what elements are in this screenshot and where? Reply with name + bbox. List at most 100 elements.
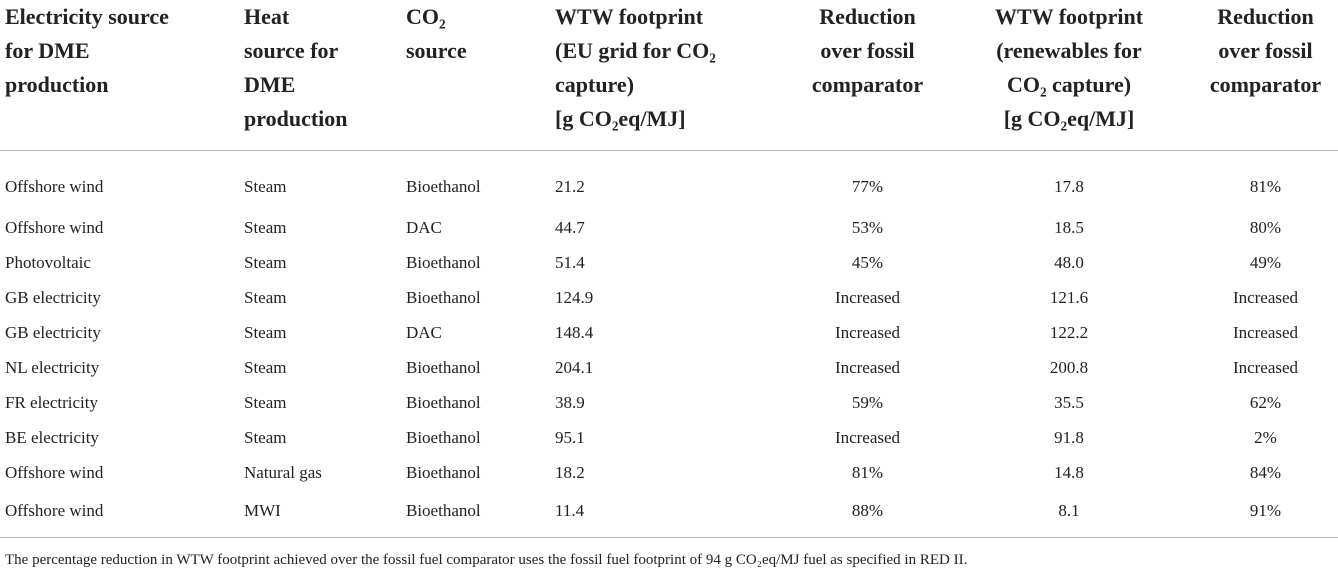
table-cell: Increased [834,322,901,342]
column-header: Electricity source for DME production [0,0,239,151]
table-cell: 51.4 [555,252,585,272]
column-header: CO₂ source [401,0,550,151]
table-cell: Bioethanol [406,427,481,447]
header-line: comparator [1209,72,1322,97]
header-line: Reduction [819,4,916,29]
table-cell: 81% [851,462,884,482]
table-row: BE electricity Steam Bioethanol 95.1 Increas… [0,420,1338,455]
header-line: [g CO₂eq/MJ] [555,106,686,131]
table-cell: Steam [244,252,287,272]
table-cell: NL electricity [5,357,100,377]
table-cell: 38.9 [555,392,585,412]
table-cell: 62% [1249,392,1282,412]
header-line: Heat [244,4,290,29]
table-cell: Bioethanol [406,287,481,307]
table-cell: Bioethanol [406,392,481,412]
table-cell: 2% [1254,427,1277,447]
column-header: Reduction over fossil comparator [1193,0,1338,151]
table-cell: 45% [851,252,884,272]
header-line: DME [244,72,296,97]
table-body: Offshore wind Steam Bioethanol 21.2 77% 17.8 8… [0,151,1338,538]
table-cell: FR electricity [5,392,99,412]
table-cell: Steam [244,357,287,377]
header-line: comparator [811,72,924,97]
column-header: Heat source for DME production [239,0,401,151]
header-line: [g CO₂eq/MJ] [1003,106,1135,131]
table-cell: Offshore wind [5,217,104,237]
table-cell: 91.8 [1054,427,1084,447]
header-line: capture) [555,72,635,97]
header-line: source for [244,38,339,63]
table-cell: Increased [834,287,901,307]
table-row: Offshore wind Natural gas Bioethanol 18.2 81… [0,455,1338,490]
table-cell: Increased [1232,287,1299,307]
table-row: Offshore wind Steam DAC 44.7 53% 18.5 80% [0,210,1338,245]
table-cell: 53% [851,217,884,237]
table-row: Offshore wind MWI Bioethanol 11.4 88% 8.1 91% [0,490,1338,538]
table-row: Offshore wind Steam Bioethanol 21.2 77% 17.8 8… [0,151,1338,211]
table-cell: Increased [1232,322,1299,342]
header-line: production [5,72,109,97]
table-cell: Steam [244,427,287,447]
table-cell: GB electricity [5,322,101,342]
table-cell: 122.2 [1049,322,1089,342]
table-cell: 11.4 [550,490,790,538]
table-cell: Photovoltaic [5,252,91,272]
header-line: over fossil [1218,38,1313,63]
table-cell: GB electricity [5,287,101,307]
table-cell: 81% [1249,176,1282,196]
table-cell: 18.2 [555,462,585,482]
table-cell: Steam [244,176,287,196]
header-line: Electricity source [5,4,169,29]
table-cell: 18.5 [1054,217,1084,237]
table-cell: 77% [851,176,884,196]
header-line: for DME [5,38,90,63]
table-cell: BE electricity [5,427,99,447]
table-cell: 17.8 [1054,176,1084,196]
header-row: Electricity source for DME production Heat s… [0,0,1338,151]
table-cell: 48.0 [1054,252,1084,272]
table-cell: Steam [244,322,287,342]
table-cell: 84% [1249,462,1282,482]
table-cell: Bioethanol [406,176,481,196]
table-cell: Increased [834,427,901,447]
table-cell: 124.9 [555,287,594,307]
table-cell: Steam [244,287,287,307]
table-row: GB electricity Steam Bioethanol 124.9 Increa… [0,280,1338,315]
table-row: NL electricity Steam Bioethanol 204.1 Increa… [0,350,1338,385]
table-cell: 49% [1249,252,1282,272]
table-cell: 80% [1249,217,1282,237]
column-header: WTW footprint (renewables for CO₂ capture)… [945,0,1193,151]
table-cell: Offshore wind [5,462,104,482]
header-line: CO₂ capture) [1006,72,1132,97]
table-cell: Offshore wind [5,176,104,196]
header-line: over fossil [820,38,915,63]
table-cell: Steam [244,217,287,237]
table-cell: MWI [239,490,401,538]
table-row: FR electricity Steam Bioethanol 38.9 59% 35.5… [0,385,1338,420]
table-cell: 91% [1193,490,1338,538]
header-line: (EU grid for CO₂ [555,38,716,63]
table-cell: Offshore wind [0,490,239,538]
header-line: (renewables for [996,38,1142,63]
column-header: WTW footprint (EU grid for CO₂ capture) [g … [550,0,790,151]
table-cell: 44.7 [555,217,585,237]
table-cell: 21.2 [555,176,585,196]
table-cell: 8.1 [945,490,1193,538]
header-line: source [406,38,467,63]
table-cell: 14.8 [1054,462,1084,482]
table-cell: Increased [1232,357,1299,377]
table-cell: 148.4 [555,322,594,342]
table-cell: 204.1 [555,357,594,377]
table-cell: Bioethanol [406,252,481,272]
table-cell: Steam [244,392,287,412]
table-cell: Bioethanol [401,490,550,538]
table-cell: Increased [834,357,901,377]
data-table: Electricity source for DME production Heat s… [0,0,1338,538]
table-cell: 35.5 [1054,392,1084,412]
table-cell: 59% [851,392,884,412]
header-line: production [244,106,348,131]
header-line: CO₂ [406,4,446,29]
header-line: WTW footprint [555,4,704,29]
